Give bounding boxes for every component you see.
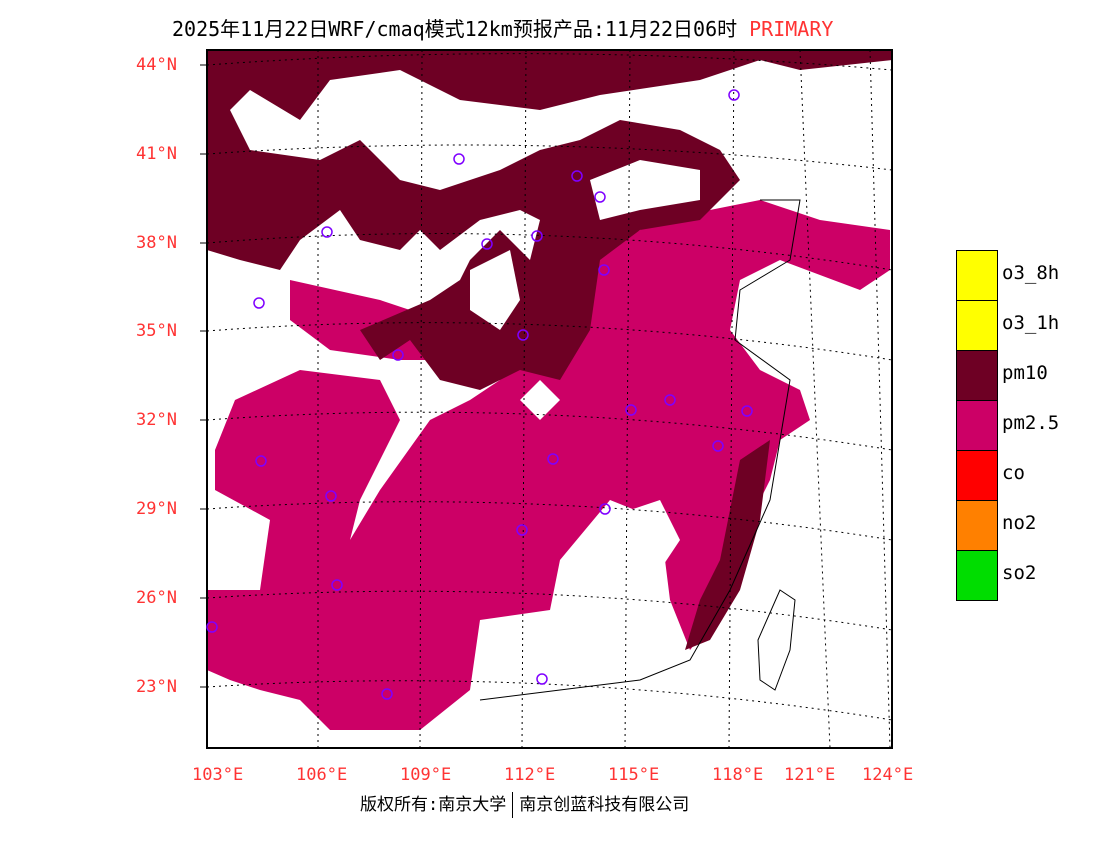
- lat-tick: 41°N: [136, 144, 177, 164]
- lon-tick: 118°E: [712, 765, 764, 785]
- divider: [512, 792, 514, 818]
- legend-label: o3_1h: [1002, 312, 1060, 334]
- taiwan-outline: [757, 589, 796, 691]
- lat-tick: 23°N: [136, 677, 177, 697]
- legend-label: o3_8h: [1002, 262, 1060, 284]
- legend-label: no2: [1002, 512, 1037, 534]
- graticule: [207, 50, 892, 748]
- pm10-region: [685, 440, 770, 650]
- legend-label: co: [1002, 462, 1025, 484]
- city-markers: [206, 89, 753, 700]
- clear-area: [600, 500, 680, 610]
- lat-tick: 38°N: [136, 233, 177, 253]
- lon-tick: 124°E: [862, 765, 914, 785]
- legend-swatch: [956, 500, 998, 551]
- clear-area: [590, 160, 700, 220]
- lon-tick: 112°E: [504, 765, 556, 785]
- lat-tick: 35°N: [136, 321, 177, 341]
- legend-label: pm10: [1002, 362, 1048, 384]
- legend-label: pm2.5: [1002, 412, 1060, 434]
- legend-swatch: [956, 550, 998, 601]
- lat-tick: 32°N: [136, 410, 177, 430]
- map-frame: [206, 49, 893, 749]
- copyright-left: 版权所有:南京大学: [360, 795, 507, 815]
- legend-swatch: [956, 450, 998, 501]
- lat-tick: 44°N: [136, 55, 177, 75]
- lon-tick: 109°E: [400, 765, 452, 785]
- legend-swatch: [956, 400, 998, 451]
- lon-tick: 121°E: [784, 765, 836, 785]
- lat-tick: 29°N: [136, 499, 177, 519]
- lon-tick: 115°E: [608, 765, 660, 785]
- legend-swatch: [956, 250, 998, 301]
- clear-area: [520, 380, 560, 420]
- lon-tick: 103°E: [192, 765, 244, 785]
- copyright-right: 南京创蓝科技有限公司: [519, 795, 690, 815]
- copyright-footer: 版权所有:南京大学 南京创蓝科技有限公司: [360, 790, 689, 818]
- clear-area: [470, 250, 520, 330]
- lat-tick: 26°N: [136, 588, 177, 608]
- legend-label: so2: [1002, 562, 1037, 584]
- title-text: 2025年11月22日WRF/cmaq模式12km预报产品:11月22日06时: [172, 17, 738, 41]
- axis-ticks: [200, 64, 207, 688]
- chart-title: 2025年11月22日WRF/cmaq模式12km预报产品:11月22日06时 P…: [172, 13, 833, 42]
- legend-swatch: [956, 300, 998, 351]
- lon-tick: 106°E: [296, 765, 348, 785]
- coastline: [479, 199, 801, 701]
- primary-tag: PRIMARY: [749, 17, 834, 41]
- legend-swatch: [956, 350, 998, 401]
- pm10-region: [207, 50, 892, 390]
